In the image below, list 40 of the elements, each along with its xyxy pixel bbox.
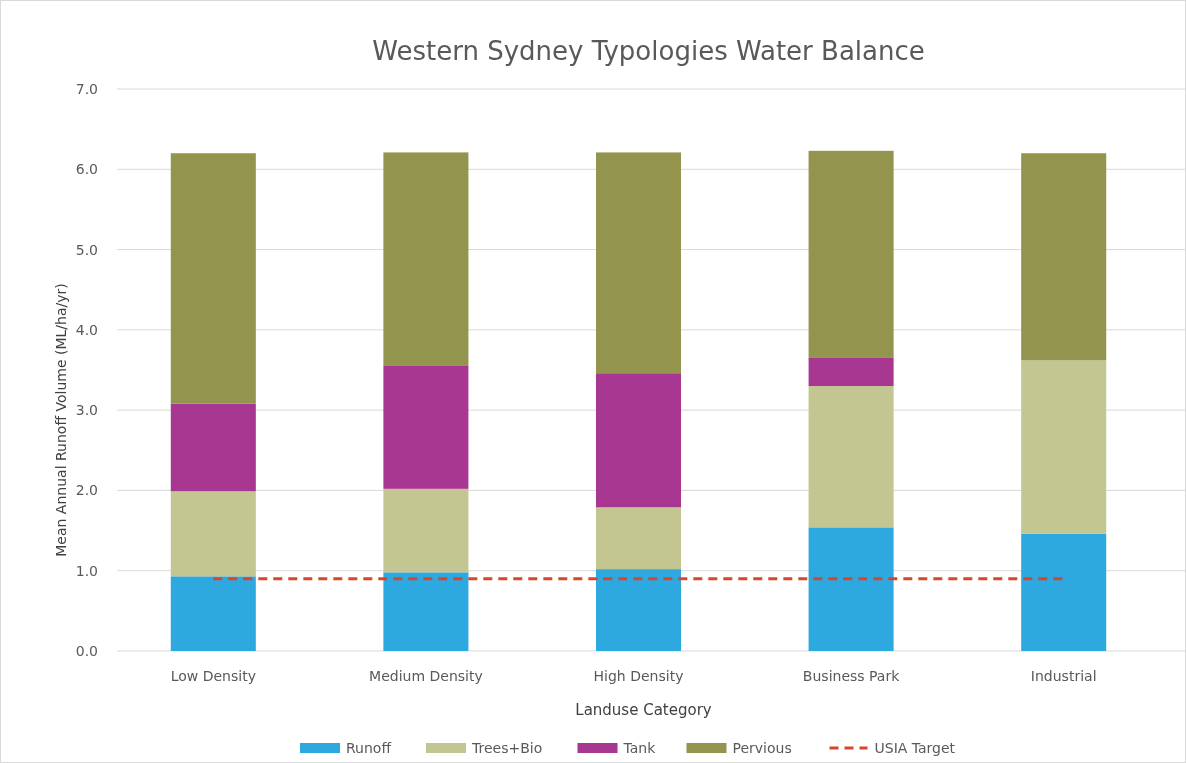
bar [595,373,682,508]
bar [1021,360,1107,534]
y-tick-label: 6.0 [75,161,98,178]
y-tick-label: 2.0 [75,482,98,499]
bar [383,488,469,573]
legend-label: Trees+Bio [471,740,543,756]
y-tick-label: 0.0 [75,643,98,659]
y-axis-title: Mean Annual Runoff Volume (ML/ha/yr) [53,283,69,557]
y-tick-label: 7.0 [75,81,98,97]
bar [595,152,682,374]
x-tick-label: Low Density [170,668,256,684]
bar [808,357,894,387]
bar [808,527,894,651]
bar [1021,153,1107,361]
x-axis-title: Landuse Category [575,701,712,719]
chart-title: Western Sydney Typologies Water Balance [372,36,925,66]
bar [170,576,256,651]
y-tick-label: 1.0 [75,562,98,579]
bar [170,153,256,404]
bar [595,569,682,651]
x-tick-label: High Density [593,668,684,684]
bar [383,365,469,489]
bar [808,150,894,358]
bar [170,403,256,492]
y-tick-label: 5.0 [75,241,98,258]
y-tick-label: 3.0 [75,402,98,419]
legend-label: Pervious [732,740,792,756]
bar [383,152,469,366]
x-tick-label: Industrial [1030,668,1097,684]
bar [383,572,469,651]
x-tick-label: Business Park [802,668,901,684]
bar [170,491,256,577]
legend-label: Tank [622,740,657,756]
bar [595,507,682,570]
legend-label: USIA Target [874,740,956,756]
bar [1021,533,1107,651]
y-tick-label: 4.0 [75,321,98,338]
bar [808,386,894,528]
x-tick-label: Medium Density [369,668,483,684]
legend-label: Runoff [346,740,392,756]
